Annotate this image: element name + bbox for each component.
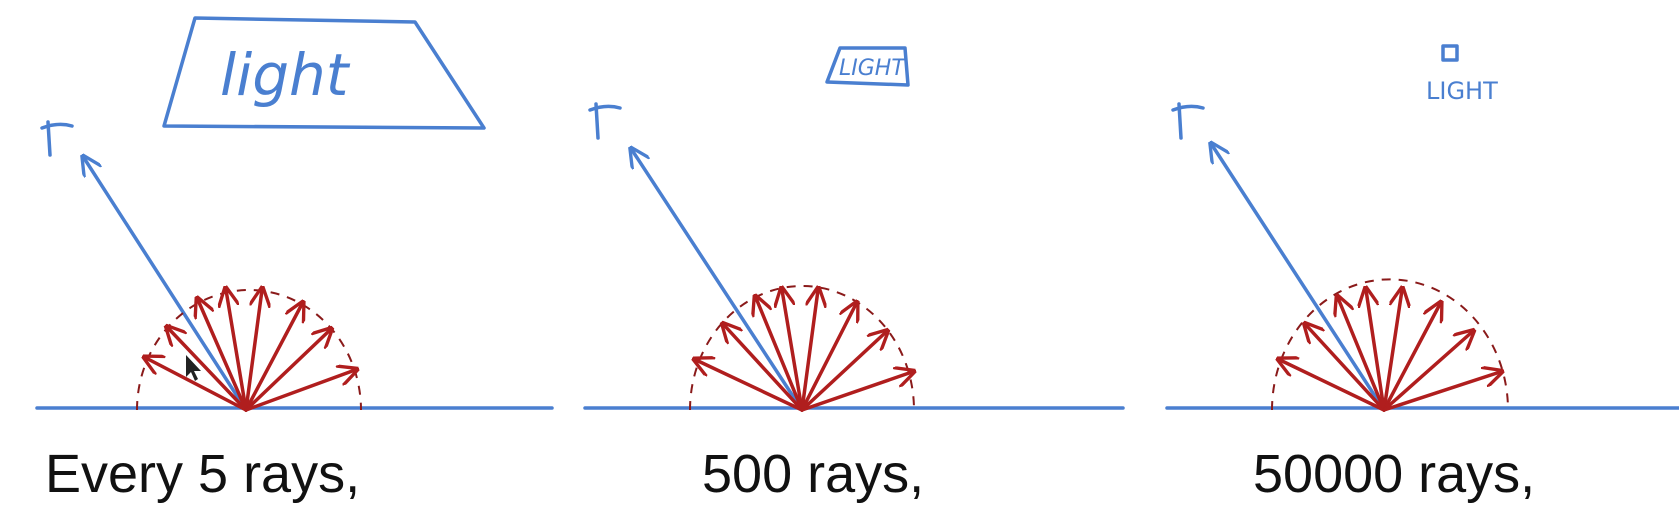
sample-ray [198, 300, 248, 412]
sample-ray [1280, 360, 1386, 412]
hemisphere [1271, 278, 1509, 411]
sample-ray [782, 290, 804, 412]
hemisphere [689, 285, 915, 411]
sample-ray [800, 290, 818, 412]
sample-ray [724, 325, 804, 412]
caption-panel-3: 50000 rays, [1253, 444, 1536, 504]
sample-ray [244, 330, 330, 412]
light-source-large: light [162, 16, 486, 130]
cursor-arrow-icon [186, 355, 201, 381]
light-label: LIGHT [839, 56, 906, 81]
sample-rays [696, 290, 912, 412]
sample-ray [756, 298, 804, 412]
panel-1: light [35, 16, 554, 412]
sample-ray [800, 304, 856, 412]
sample-ray [168, 328, 248, 412]
caption-panel-1: Every 5 rays, [45, 444, 361, 504]
caption-panel-2: 500 rays, [702, 444, 925, 504]
sample-rays [146, 290, 355, 412]
eye-icon [40, 120, 74, 157]
sample-ray [1382, 372, 1500, 412]
eye-icon [588, 102, 622, 140]
sample-ray [1382, 304, 1440, 412]
sample-ray [1382, 332, 1472, 412]
eye-icon [1171, 102, 1205, 140]
sample-rays [1280, 290, 1500, 412]
light-outline [1441, 44, 1459, 62]
light-source-small: LIGHT [825, 46, 910, 87]
sample-ray [226, 290, 248, 412]
sample-ray [800, 332, 886, 412]
sample-ray [1382, 290, 1402, 412]
sample-ray [1306, 325, 1386, 412]
light-label: LIGHT [1426, 77, 1498, 105]
sample-ray [244, 370, 355, 412]
sample-ray [244, 290, 262, 412]
light-source-tiny: LIGHT [1426, 44, 1498, 105]
sample-ray [696, 360, 804, 412]
sample-ray [1366, 290, 1386, 412]
sample-ray [244, 304, 302, 412]
view-ray [84, 158, 248, 412]
light-label: light [220, 41, 351, 109]
light-outline [825, 46, 910, 87]
view-ray [1212, 145, 1386, 412]
panel-3: LIGHT [1165, 44, 1679, 412]
light-outline [162, 16, 486, 130]
sample-ray [800, 372, 912, 412]
view-ray [632, 150, 804, 412]
panel-2: LIGHT [583, 46, 1125, 412]
sample-ray [146, 358, 248, 412]
sample-ray [1338, 298, 1386, 412]
